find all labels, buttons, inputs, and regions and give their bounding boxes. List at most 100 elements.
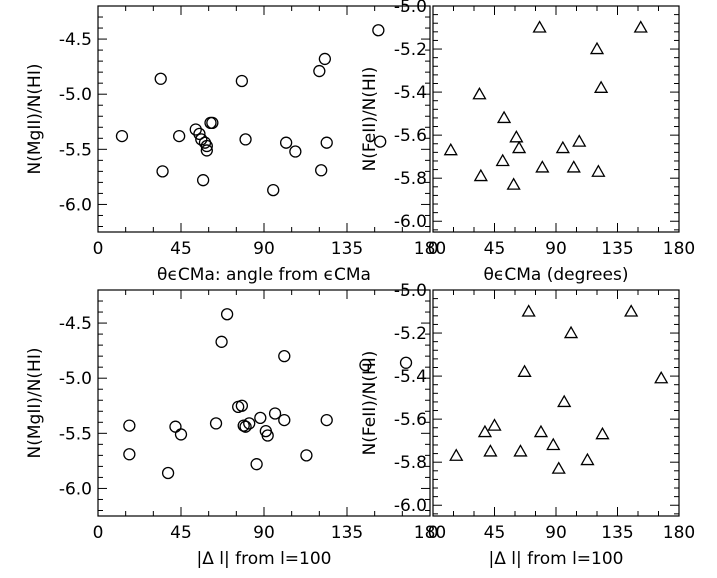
x-tick-label: 135 [331, 523, 363, 543]
y-axis-title: N(FeII)/N(HI) [360, 67, 380, 172]
circle-marker [196, 174, 210, 187]
y-tick-label: -5.5 [59, 424, 92, 444]
triangle-marker [506, 177, 521, 190]
triangle-marker [509, 129, 524, 143]
panel-3: 0 45 90 135 180 -6.0 -5.5 -5.0 -4.5 |Δ l| from l=… [25, 289, 446, 569]
circle-marker [372, 24, 385, 37]
y-tick-label: -6.0 [394, 212, 427, 232]
y-tick-label: -6.0 [59, 479, 92, 499]
triangle-marker [521, 304, 536, 317]
circle-marker [115, 129, 129, 143]
circle-marker [174, 428, 188, 441]
plot-frame [432, 289, 680, 517]
triangle-marker [557, 394, 572, 408]
x-axis-title: θϵCMa (degrees) [484, 265, 629, 285]
circle-marker [239, 420, 252, 433]
triangle-marker [533, 424, 549, 438]
y-tick-label: -5.8 [394, 453, 427, 473]
panel-2: 0 45 90 135 180 -6.0 -5.8 -5.6 -5.4 -5.2 -5.0 θϵCMa… [360, 0, 695, 285]
triangle-marker [624, 304, 639, 317]
circle-marker [268, 407, 282, 420]
panel-1: 0 45 90 135 180 -6.0 -5.5 -5.0 -4.5 θϵCMa: angle … [25, 5, 446, 285]
circle-marker [300, 449, 313, 462]
triangle-marker [511, 140, 527, 154]
y-tick-label: -5.6 [394, 126, 427, 146]
x-tick-label: 180 [414, 523, 446, 543]
plot-frame [432, 5, 680, 233]
x-tick-label: 0 [93, 523, 104, 543]
y-tick-label: -5.2 [394, 324, 427, 344]
circle-marker [318, 52, 332, 66]
triangle-marker [532, 20, 547, 33]
circle-marker [156, 165, 169, 178]
triangle-marker [595, 426, 610, 440]
triangle-marker [589, 41, 605, 55]
x-axis-title: |Δ l| from l=100 [489, 549, 624, 569]
triangle-marker [483, 444, 498, 457]
triangle-marker [496, 110, 512, 124]
x-tick-label: 45 [484, 523, 506, 543]
y-tick-label: -5.4 [394, 367, 427, 387]
circle-marker [374, 135, 387, 148]
triangle-marker [593, 80, 609, 93]
x-tick-label: 45 [170, 523, 192, 543]
triangle-marker [472, 86, 487, 100]
circle-marker [200, 139, 213, 153]
y-tick-label: -5.8 [394, 169, 427, 189]
circle-marker [189, 123, 202, 136]
triangle-marker [517, 364, 532, 377]
circle-marker [278, 413, 291, 427]
x-tick-label: 0 [93, 239, 104, 259]
triangle-marker [449, 448, 464, 461]
x-tick-label: 135 [601, 239, 633, 259]
y-axis-title: N(MgII)/N(HI) [25, 348, 45, 459]
y-tick-label: -4.5 [59, 314, 92, 334]
x-tick-label: 90 [253, 523, 275, 543]
y-axis-title: N(FeII)/N(HI) [360, 351, 380, 456]
triangle-marker [555, 140, 570, 154]
x-tick-label: 180 [414, 239, 446, 259]
circle-marker [169, 420, 182, 433]
triangle-marker [572, 134, 587, 147]
x-tick-label: 45 [170, 239, 192, 259]
circle-marker [250, 458, 263, 471]
plot-frame [97, 289, 431, 517]
y-tick-label: -5.0 [59, 85, 92, 105]
circle-marker [239, 133, 252, 146]
x-tick-label: 90 [253, 239, 275, 259]
x-axis-title: θϵCMa: angle from ϵCMa [157, 265, 371, 285]
y-axis-title: N(MgII)/N(HI) [25, 64, 45, 175]
triangle-marker [591, 164, 606, 177]
circle-marker [123, 419, 136, 432]
y-tick-label: -6.0 [394, 496, 427, 516]
x-tick-label: 45 [484, 239, 506, 259]
y-tick-label: -5.0 [394, 281, 427, 301]
circle-marker [206, 116, 219, 130]
circle-marker [320, 413, 333, 427]
triangle-marker [633, 20, 648, 33]
circle-marker [209, 417, 223, 430]
circle-marker [237, 419, 250, 432]
triangle-marker [495, 153, 510, 167]
triangle-marker [473, 168, 488, 182]
circle-marker [399, 356, 413, 369]
x-tick-label: 180 [663, 523, 695, 543]
triangle-marker [563, 325, 579, 339]
circle-marker [235, 399, 249, 412]
circle-marker [235, 74, 249, 88]
x-tick-label: 0 [428, 523, 439, 543]
circle-marker [123, 448, 136, 461]
circle-marker [278, 349, 291, 363]
triangle-marker [477, 424, 493, 438]
circle-marker [161, 466, 175, 480]
x-tick-label: 90 [545, 523, 567, 543]
y-tick-label: -4.5 [59, 30, 92, 50]
triangle-marker [551, 461, 566, 474]
triangle-marker [654, 370, 669, 384]
x-tick-label: 135 [331, 239, 363, 259]
circle-marker [261, 429, 274, 442]
triangle-marker [443, 142, 458, 156]
circle-marker [267, 183, 280, 197]
y-tick-label: -5.2 [394, 40, 427, 60]
